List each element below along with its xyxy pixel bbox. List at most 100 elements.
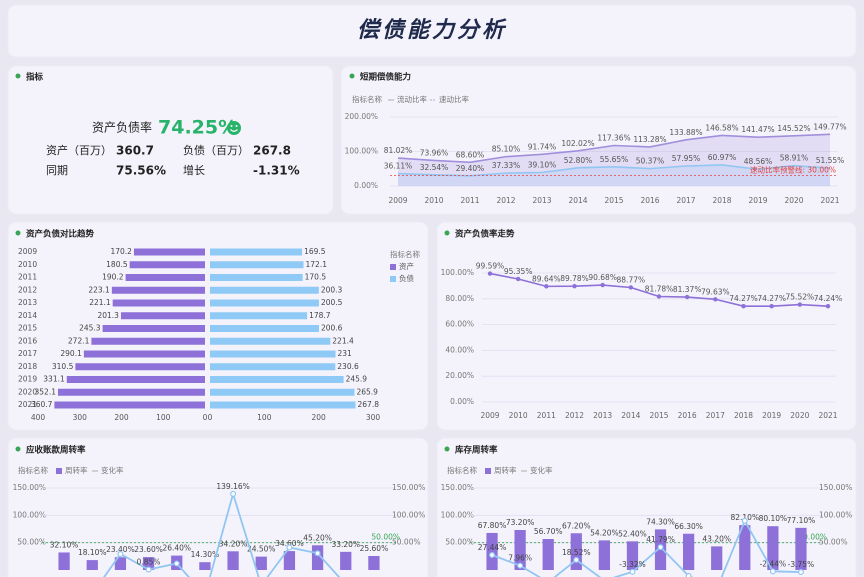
panel-icons — [15, 73, 450, 452]
data-label: 146.58% — [705, 123, 738, 132]
kpi-value: -1.31% — [253, 164, 300, 178]
point — [572, 283, 577, 289]
y-tick-label: 150.00% — [819, 483, 852, 492]
bar — [210, 376, 344, 383]
data-label: 200.3 — [321, 285, 343, 294]
data-label: 230.6 — [337, 362, 359, 371]
x-tick-label: 2015 — [649, 411, 668, 420]
x-tick-label: 2016 — [678, 411, 697, 420]
y-tick-label: 2018 — [18, 362, 37, 371]
bar — [112, 299, 205, 307]
data-label: 180.5 — [106, 260, 128, 269]
point — [656, 294, 662, 299]
smiley-icon — [227, 121, 241, 135]
data-label: 66.30% — [674, 522, 703, 531]
data-label: 67.20% — [562, 521, 591, 530]
data-label: 85.10% — [492, 145, 521, 154]
bar — [340, 551, 352, 570]
chart-panel — [436, 221, 857, 431]
y-tick-label: 2015 — [18, 324, 37, 333]
y-tick-label: 200.00% — [345, 112, 378, 121]
bar — [210, 286, 319, 294]
header-panel — [7, 4, 857, 58]
data-label: 25.60% — [360, 544, 389, 553]
bar — [57, 388, 206, 396]
data-label: 18.10% — [78, 548, 107, 557]
y-tick-label: 2010 — [18, 260, 37, 269]
bar — [210, 337, 331, 345]
data-label: 32.10% — [50, 540, 79, 549]
data-label: 149.77% — [813, 122, 846, 131]
legend-label: 流动比率 — [397, 94, 427, 104]
bar — [255, 556, 267, 570]
y-tick-label: 2013 — [18, 298, 37, 307]
y-tick-label: 0.00% — [354, 181, 378, 190]
point — [544, 284, 549, 289]
x-tick-label: 2019 — [762, 411, 781, 420]
data-label: 245.9 — [346, 375, 368, 384]
threshold-label: 50.00% — [798, 533, 827, 542]
bar — [210, 299, 319, 307]
x-tick-label: 2009 — [388, 196, 407, 205]
data-label: 45.20% — [303, 533, 332, 542]
page-title: 偿债能力分析 — [357, 17, 507, 43]
point — [489, 551, 496, 558]
data-label: 68.60% — [456, 150, 485, 159]
line — [397, 133, 831, 164]
bar — [199, 562, 211, 570]
bar — [210, 401, 356, 409]
y-tick-label: 80.00% — [445, 294, 474, 303]
data-label: 223.1 — [88, 285, 110, 294]
data-label: 36.11% — [384, 162, 413, 171]
x-tick-label: 2021 — [820, 196, 839, 205]
data-label: -3.75% — [788, 560, 815, 569]
x-tick-label: 300 — [73, 413, 88, 422]
y-tick-label: 60.00% — [445, 320, 474, 329]
data-label: 60.97% — [708, 153, 737, 162]
bar — [133, 248, 205, 256]
bar — [210, 350, 336, 358]
bar — [514, 529, 526, 570]
legend-label: 变化率 — [530, 465, 553, 475]
data-label: 43.20% — [702, 534, 731, 543]
kpi-value: 75.56% — [116, 164, 166, 178]
data-label: 74.27% — [757, 294, 786, 303]
data-label: 18.52% — [562, 548, 591, 557]
data-label: 52.80% — [564, 156, 593, 165]
point — [713, 297, 718, 302]
data-label: 27.44% — [478, 543, 507, 552]
y-tick-label: 100.00% — [345, 147, 378, 156]
data-label: 290.1 — [60, 349, 82, 358]
y-tick-label: 50.00% — [392, 538, 421, 547]
legend-swatch — [56, 468, 62, 474]
data-label: 141.47% — [741, 125, 774, 134]
bar — [486, 532, 498, 570]
y-tick-label: 0.00% — [450, 397, 474, 406]
x-tick-label: 200 — [114, 413, 129, 422]
data-label: 310.5 — [52, 362, 74, 371]
point — [741, 517, 748, 524]
y-tick-label: 150.00% — [13, 483, 46, 492]
threshold-label: 速动比率预警线: 30.00% — [750, 165, 836, 175]
panel-title: 库存周转率 — [455, 445, 498, 456]
data-label: 102.02% — [561, 139, 594, 148]
point — [657, 544, 664, 551]
point — [314, 550, 321, 557]
point — [797, 302, 803, 307]
data-label: 360.7 — [31, 400, 53, 409]
point — [600, 282, 605, 288]
data-label: 23.60% — [134, 545, 163, 554]
data-label: 88.77% — [617, 275, 646, 284]
bar — [75, 363, 206, 371]
data-label: 91.74% — [528, 142, 557, 151]
data-label: -2.44% — [760, 559, 787, 568]
y-tick-label: 100.00% — [441, 268, 474, 277]
data-label: 52.40% — [618, 529, 647, 538]
x-tick-label: 2014 — [621, 411, 640, 420]
bar — [210, 248, 303, 256]
point — [797, 569, 804, 576]
legend-title: 指标名称 — [18, 465, 48, 475]
data-label: 41.79% — [646, 535, 675, 544]
